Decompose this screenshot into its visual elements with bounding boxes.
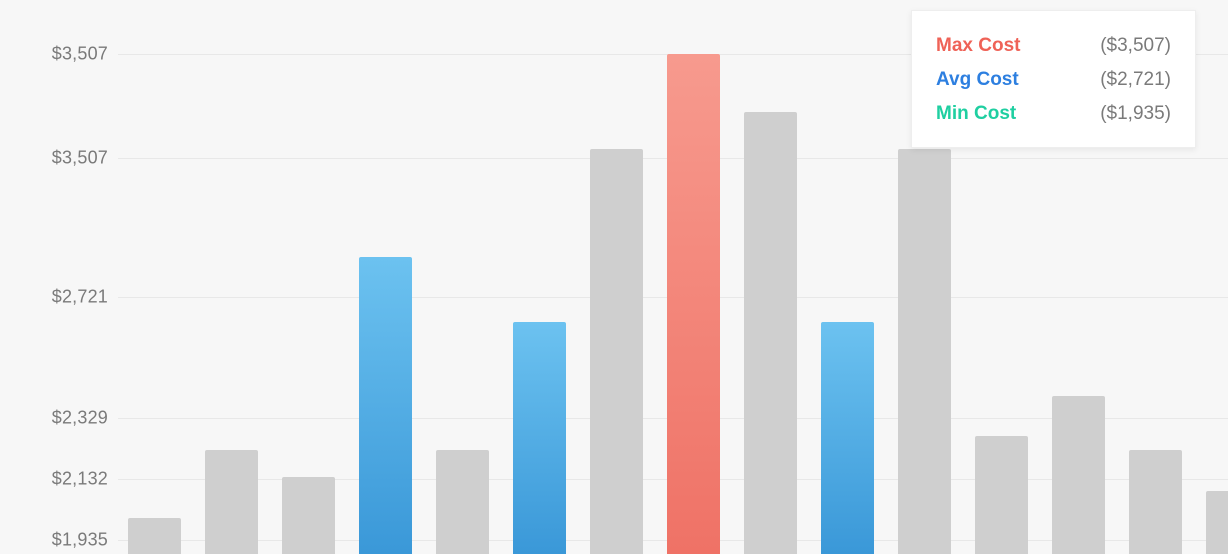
cost-legend: Max Cost ($3,507) Avg Cost ($2,721) Min … [911,10,1196,148]
y-tick-label: $3,507 [0,44,108,65]
y-tick-label: $2,132 [0,469,108,490]
y-tick-label: $3,507 [0,148,108,169]
bar [128,518,181,554]
legend-value: ($2,721) [1100,69,1171,91]
legend-value: ($1,935) [1100,103,1171,125]
cost-bar-chart: $1,935 $2,132 $2,329 $2,721 $3,507 $3,50… [0,0,1228,554]
bar [1052,396,1105,554]
bar [513,322,566,554]
bar [1206,491,1228,554]
y-tick-label: $2,329 [0,408,108,429]
bar [359,257,412,554]
bar [282,477,335,554]
bar [898,149,951,554]
bar [744,112,797,554]
legend-row-avg: Avg Cost ($2,721) [936,63,1171,97]
legend-row-max: Max Cost ($3,507) [936,29,1171,63]
bar [975,436,1028,554]
legend-value: ($3,507) [1100,35,1171,57]
bar [821,322,874,554]
y-tick-label: $1,935 [0,530,108,551]
legend-label: Avg Cost [936,69,1019,91]
bar [1129,450,1182,554]
bar [436,450,489,554]
bar [205,450,258,554]
legend-row-min: Min Cost ($1,935) [936,97,1171,131]
y-tick-label: $2,721 [0,287,108,308]
bar [667,54,720,554]
legend-label: Min Cost [936,103,1016,125]
legend-label: Max Cost [936,35,1020,57]
bar [590,149,643,554]
